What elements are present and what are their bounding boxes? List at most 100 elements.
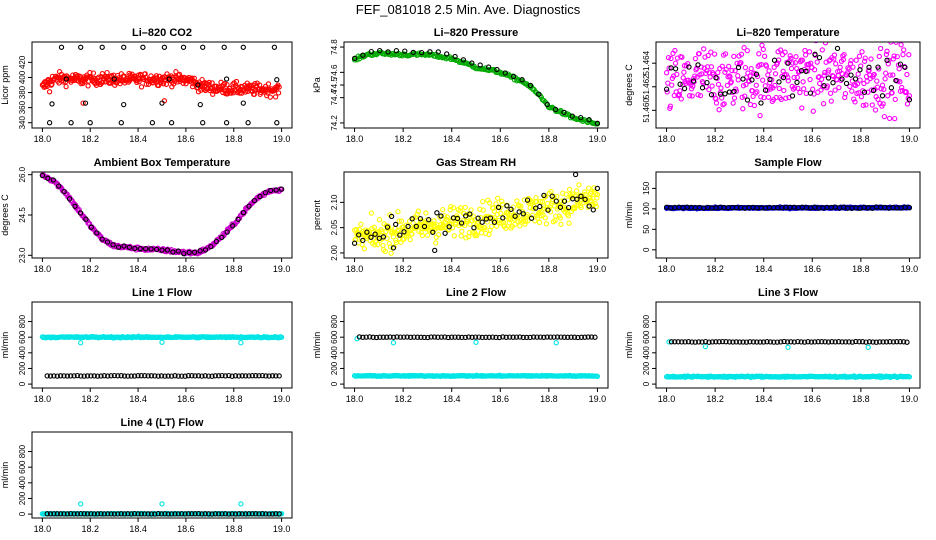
pressure-point bbox=[594, 120, 601, 126]
temp-point bbox=[723, 66, 729, 73]
line1-point bbox=[105, 373, 111, 379]
rh-point bbox=[431, 218, 437, 224]
temp-point bbox=[892, 115, 898, 122]
temp-point bbox=[792, 85, 798, 91]
line2-point bbox=[534, 334, 540, 340]
rh-point bbox=[506, 220, 512, 226]
line3-point bbox=[808, 339, 815, 345]
line3-point bbox=[750, 339, 757, 345]
temp-point bbox=[884, 57, 890, 63]
temp-ylabel: degrees C bbox=[624, 64, 634, 106]
co2-point bbox=[200, 120, 206, 126]
line2-point bbox=[500, 334, 506, 340]
line1-point bbox=[266, 373, 272, 379]
line1-xtick-label: 18.0 bbox=[34, 394, 52, 404]
rh-point bbox=[419, 232, 426, 239]
temp-point bbox=[708, 64, 715, 70]
pressure-point bbox=[552, 106, 559, 113]
temp-point bbox=[856, 53, 863, 59]
rh-point bbox=[368, 234, 374, 240]
line4-xtick-label: 19.0 bbox=[273, 524, 291, 534]
temp-point bbox=[665, 80, 671, 86]
rh-point bbox=[548, 188, 554, 195]
co2-point bbox=[274, 120, 280, 126]
rh-point bbox=[451, 233, 457, 239]
co2-point bbox=[245, 120, 251, 126]
pressure-xtick-label: 18.2 bbox=[394, 134, 412, 144]
line3-point bbox=[757, 339, 763, 345]
temp-point bbox=[678, 96, 684, 102]
rh-point bbox=[585, 204, 591, 210]
line3-point bbox=[675, 339, 681, 345]
line4-point bbox=[71, 511, 77, 517]
rh-point bbox=[486, 200, 493, 206]
ambient-point bbox=[50, 177, 56, 183]
temp-point bbox=[716, 107, 722, 113]
line2-point bbox=[387, 334, 393, 340]
sample-xtick-label: 18.6 bbox=[804, 264, 822, 274]
pressure-xtick-label: 19.0 bbox=[589, 134, 607, 144]
line4-series-line4-black bbox=[44, 511, 282, 517]
rh-point bbox=[444, 216, 450, 223]
line3-point bbox=[668, 339, 675, 345]
rh-point bbox=[438, 222, 444, 228]
line3-point bbox=[859, 339, 866, 345]
temp-point bbox=[833, 61, 839, 67]
rh-point bbox=[417, 216, 424, 222]
rh-point bbox=[592, 200, 598, 207]
temp-point bbox=[801, 86, 807, 92]
line1-xtick-label: 18.4 bbox=[129, 394, 147, 404]
rh-point bbox=[520, 211, 526, 217]
line1-point bbox=[71, 373, 77, 379]
line4-title: Line 4 (LT) Flow bbox=[121, 417, 204, 429]
temp-point bbox=[738, 60, 744, 66]
line1-point bbox=[199, 373, 205, 379]
co2-point bbox=[159, 100, 165, 106]
temp-point bbox=[886, 115, 893, 122]
temp-point bbox=[771, 57, 778, 63]
rh-point bbox=[356, 232, 362, 238]
line2-point bbox=[455, 334, 462, 340]
temp-point bbox=[731, 95, 738, 101]
pressure-point bbox=[435, 49, 441, 55]
line1-point bbox=[64, 373, 71, 379]
temp-point bbox=[806, 49, 813, 55]
temp-point bbox=[752, 90, 759, 96]
co2-point bbox=[49, 101, 55, 107]
line1-point bbox=[238, 340, 244, 346]
line2-point bbox=[551, 334, 557, 340]
ambient-point bbox=[61, 188, 67, 195]
rh-point bbox=[395, 208, 401, 215]
sample-point bbox=[906, 204, 913, 211]
line3-point bbox=[726, 339, 733, 345]
line4-ytick-label: 800 bbox=[18, 444, 27, 458]
line4-point bbox=[185, 511, 192, 517]
temp-point bbox=[854, 81, 861, 87]
sample-xtick-label: 18.0 bbox=[658, 264, 676, 274]
line1-ytick-label: 0 bbox=[18, 381, 27, 386]
rh-point bbox=[441, 212, 448, 219]
temp-point bbox=[810, 86, 816, 92]
rh-point bbox=[508, 206, 514, 212]
sample-xtick-label: 18.8 bbox=[852, 264, 870, 274]
rh-point bbox=[594, 191, 601, 198]
temp-point bbox=[744, 97, 751, 103]
line4-point bbox=[145, 511, 151, 517]
line4-point bbox=[118, 511, 124, 517]
line2-ytick-label: 400 bbox=[330, 346, 339, 360]
temp-point bbox=[777, 47, 784, 53]
line2-point bbox=[397, 334, 404, 340]
rh-point bbox=[524, 197, 531, 203]
line3-point bbox=[832, 339, 838, 345]
line4-xtick-label: 18.6 bbox=[177, 524, 195, 534]
line4-point bbox=[159, 501, 165, 507]
temp-point bbox=[681, 69, 687, 75]
rh-point bbox=[495, 195, 501, 201]
temp-point bbox=[726, 63, 732, 70]
line4-point bbox=[88, 511, 94, 517]
pressure-ytick-label: 74.6 bbox=[330, 64, 339, 80]
temp-point bbox=[722, 91, 728, 97]
line2-point bbox=[568, 334, 574, 340]
line4-point bbox=[253, 511, 259, 517]
co2-point bbox=[275, 90, 282, 96]
